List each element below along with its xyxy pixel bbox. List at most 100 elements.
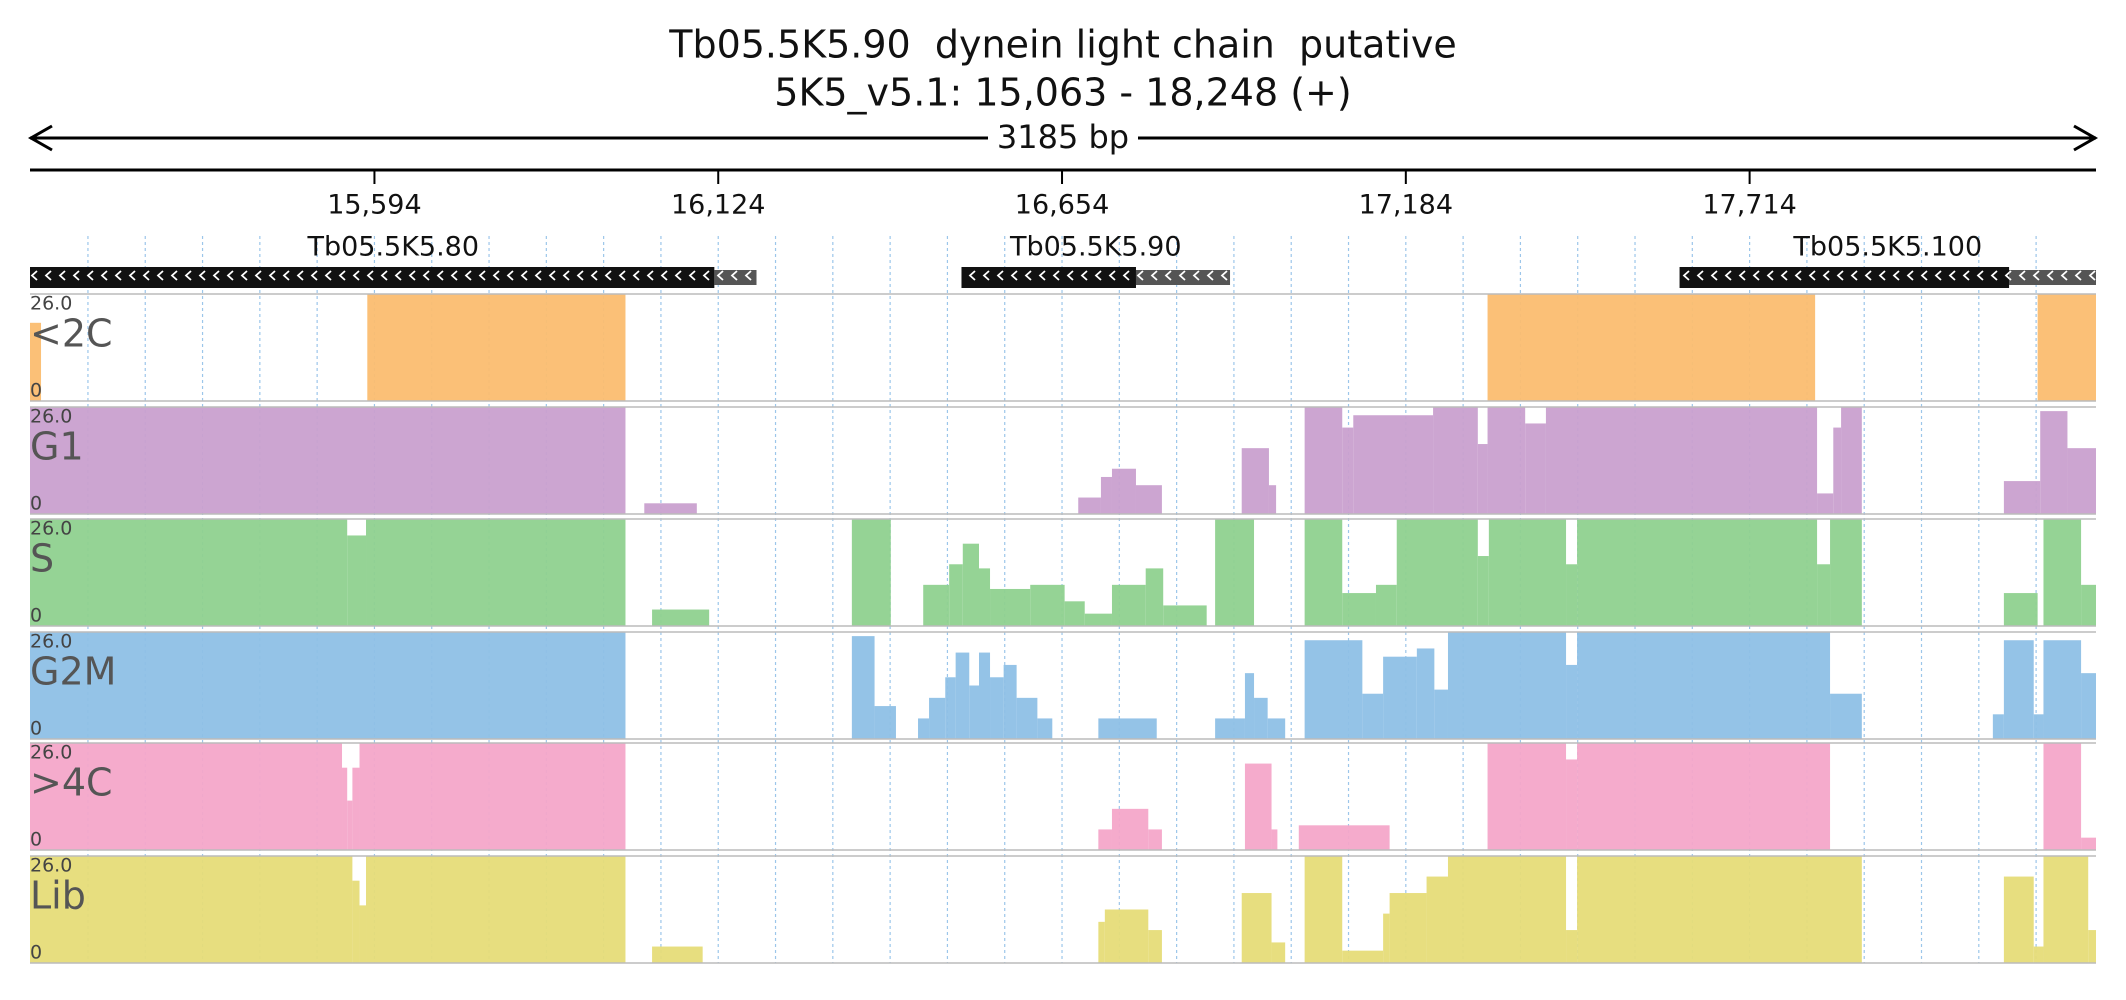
- coverage-bar: [1271, 829, 1278, 850]
- coverage-bar: [1098, 921, 1105, 963]
- gene-thin-chevrons: [1135, 268, 1231, 287]
- coverage-bar: [2043, 856, 2089, 963]
- track-label: S: [30, 537, 54, 581]
- coverage-bar: [347, 800, 353, 850]
- coverage-bar: [1487, 743, 1567, 850]
- coverage-bar: [1577, 743, 1831, 850]
- x-tick-label: 15,594: [327, 190, 421, 221]
- coverage-bar: [969, 685, 979, 739]
- coverage-bar: [1525, 423, 1546, 514]
- track-label: <2C: [30, 312, 113, 356]
- coverage-bar: [1030, 584, 1065, 626]
- coverage-bar: [1545, 407, 1818, 514]
- coverage-bar: [1268, 485, 1277, 514]
- coverage-bar: [644, 503, 697, 514]
- coverage-bar: [1163, 605, 1207, 626]
- coverage-bar: [1342, 427, 1354, 514]
- coverage-bar: [2067, 448, 2096, 514]
- coverage-bar: [990, 677, 1004, 739]
- coverage-bar: [1383, 913, 1390, 963]
- coverage-bar: [851, 519, 891, 626]
- coverage-bar: [1566, 564, 1578, 626]
- coverage-bar: [366, 519, 626, 626]
- coverage-bar: [1353, 415, 1434, 514]
- coverage-bar: [1817, 564, 1831, 626]
- coverage-bar: [1215, 718, 1245, 739]
- coverage-bar: [1084, 613, 1112, 626]
- gene-thick-chevrons: [1679, 268, 2010, 287]
- coverage-bar: [2040, 411, 2068, 514]
- coverage-bar: [1098, 829, 1112, 850]
- coverage-bar: [1577, 856, 1862, 963]
- coverage-bar: [1148, 930, 1162, 963]
- coverage-bar: [955, 652, 970, 739]
- gene-label: Tb05.5K5.90: [1009, 232, 1182, 263]
- coverage-bar: [30, 743, 343, 850]
- coverage-bar: [929, 697, 946, 739]
- x-tick-label: 17,714: [1702, 190, 1796, 221]
- x-tick-label: 17,184: [1359, 190, 1453, 221]
- coverage-bar: [1241, 893, 1272, 963]
- span-label: 3185 bp: [997, 118, 1129, 156]
- coverage-bar: [30, 407, 626, 514]
- coverage-bar: [1304, 856, 1343, 963]
- coverage-bar: [1577, 632, 1831, 739]
- coverage-bar: [1215, 519, 1255, 626]
- coverage-bar: [1389, 893, 1427, 963]
- coverage-bar: [1577, 519, 1818, 626]
- coverage-bar: [1064, 601, 1085, 626]
- coverage-bar: [1426, 876, 1448, 963]
- coverage-bar: [1145, 568, 1164, 626]
- coverage-bar: [1271, 942, 1286, 963]
- coverage-bar: [1003, 664, 1017, 739]
- coverage-bar: [1148, 829, 1162, 850]
- y-tick-label: 0: [30, 942, 42, 964]
- coverage-bar: [2003, 593, 2038, 626]
- coverage-bar: [2081, 584, 2096, 626]
- coverage-bar: [978, 568, 991, 626]
- track-label: Lib: [30, 874, 86, 918]
- coverage-bar: [1298, 825, 1390, 850]
- coverage-bar: [990, 588, 1031, 626]
- track-label: G2M: [30, 650, 116, 694]
- coverage-bar: [1244, 673, 1255, 739]
- coverage-bar: [1111, 584, 1146, 626]
- coverage-bar: [2043, 519, 2082, 626]
- coverage-bar: [30, 322, 42, 401]
- coverage-bar: [1111, 468, 1136, 514]
- coverage-bar: [1447, 856, 1567, 963]
- coverage-bar: [1447, 632, 1567, 739]
- gene-label: Tb05.5K5.80: [306, 232, 479, 263]
- coverage-bar: [1104, 909, 1149, 963]
- coverage-bar: [352, 767, 360, 850]
- coverage-bar: [347, 535, 367, 626]
- coverage-bar: [366, 856, 626, 963]
- x-tick-label: 16,124: [671, 190, 765, 221]
- coverage-bar: [2033, 714, 2044, 739]
- coverage-bar: [1477, 444, 1488, 514]
- coverage-bar: [1111, 808, 1149, 850]
- coverage-bar: [1362, 693, 1384, 739]
- coverage-bar: [1830, 519, 1862, 626]
- coverage-bar: [1992, 714, 2004, 739]
- coverage-bar: [1433, 407, 1478, 514]
- y-tick-label: 26.0: [30, 518, 72, 540]
- coverage-bar: [1434, 689, 1448, 739]
- coverage-bar: [367, 294, 626, 401]
- gene-thin-chevrons: [2009, 268, 2096, 287]
- coverage-bar: [1817, 493, 1834, 514]
- y-tick-label: 26.0: [30, 406, 72, 428]
- coverage-bar: [1383, 656, 1417, 739]
- coverage-bar: [359, 743, 626, 850]
- coverage-bar: [1244, 763, 1272, 850]
- coverage-bar: [1566, 664, 1578, 739]
- coverage-bar: [359, 905, 367, 963]
- coverage-bar: [30, 519, 348, 626]
- tracks: 15,594 16,124 16,654 17,184 17,714 Tb05.5K5.8…: [30, 170, 2096, 964]
- coverage-bar: [962, 543, 979, 626]
- title: Tb05.5K5.90 dynein light chain putative: [668, 23, 1457, 67]
- coverage-bar: [1416, 648, 1435, 739]
- coverage-bar: [918, 718, 930, 739]
